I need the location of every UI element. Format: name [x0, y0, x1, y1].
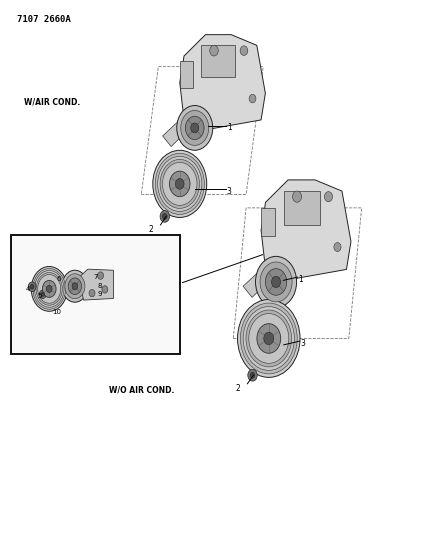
Text: 3: 3 [227, 187, 232, 196]
Circle shape [72, 282, 78, 290]
Circle shape [31, 266, 67, 311]
Text: W/O AIR COND.: W/O AIR COND. [109, 386, 175, 394]
Circle shape [250, 372, 255, 378]
Circle shape [41, 292, 45, 296]
Circle shape [257, 324, 281, 353]
Text: W/AIR COND.: W/AIR COND. [24, 98, 80, 107]
Circle shape [292, 191, 301, 203]
Circle shape [38, 274, 61, 303]
Circle shape [65, 274, 85, 298]
Polygon shape [180, 35, 265, 131]
Polygon shape [261, 180, 351, 281]
Text: 7107 2660A: 7107 2660A [17, 15, 71, 24]
Circle shape [210, 45, 218, 56]
Circle shape [334, 243, 341, 252]
Circle shape [98, 272, 104, 279]
Circle shape [163, 163, 197, 205]
Circle shape [181, 110, 209, 146]
Circle shape [155, 154, 204, 214]
Text: 1: 1 [227, 124, 232, 132]
Text: 6: 6 [56, 276, 61, 282]
Circle shape [271, 276, 281, 288]
Circle shape [33, 269, 65, 309]
Circle shape [42, 280, 56, 297]
Circle shape [260, 262, 292, 302]
Circle shape [46, 285, 52, 293]
Text: 8: 8 [98, 282, 102, 289]
Circle shape [241, 303, 297, 374]
Polygon shape [180, 61, 193, 88]
Circle shape [177, 106, 213, 150]
Text: 3: 3 [300, 340, 305, 348]
Text: 7: 7 [93, 274, 98, 280]
Polygon shape [261, 208, 274, 236]
Text: 10: 10 [52, 309, 61, 316]
Circle shape [256, 256, 297, 308]
Text: 4: 4 [26, 286, 30, 292]
Bar [11, 235, 180, 354]
Circle shape [185, 116, 204, 140]
Circle shape [160, 159, 199, 208]
Circle shape [169, 171, 190, 197]
Circle shape [102, 286, 108, 293]
Text: 2: 2 [148, 225, 153, 233]
Polygon shape [283, 191, 319, 225]
Circle shape [30, 285, 34, 289]
Circle shape [28, 282, 36, 292]
Text: 2: 2 [235, 384, 241, 393]
Polygon shape [79, 269, 113, 300]
Circle shape [62, 270, 88, 302]
Circle shape [160, 211, 169, 222]
Circle shape [89, 289, 95, 297]
Circle shape [249, 94, 256, 103]
Polygon shape [163, 120, 193, 147]
Circle shape [175, 179, 184, 189]
Polygon shape [201, 45, 235, 77]
Circle shape [243, 306, 294, 370]
Circle shape [265, 269, 287, 295]
Circle shape [240, 46, 248, 55]
Circle shape [249, 313, 289, 364]
Circle shape [35, 271, 64, 307]
Circle shape [248, 369, 257, 381]
Circle shape [162, 213, 167, 220]
Circle shape [191, 123, 199, 133]
Circle shape [324, 192, 333, 201]
Circle shape [36, 272, 62, 305]
Polygon shape [243, 270, 274, 297]
Circle shape [246, 310, 291, 367]
Circle shape [39, 290, 46, 298]
Circle shape [264, 332, 274, 345]
Circle shape [158, 156, 202, 212]
Text: 5: 5 [38, 293, 42, 300]
Circle shape [153, 150, 207, 217]
Circle shape [68, 278, 82, 295]
Text: 9: 9 [98, 290, 102, 297]
Text: 1: 1 [298, 276, 303, 284]
Circle shape [238, 300, 300, 377]
